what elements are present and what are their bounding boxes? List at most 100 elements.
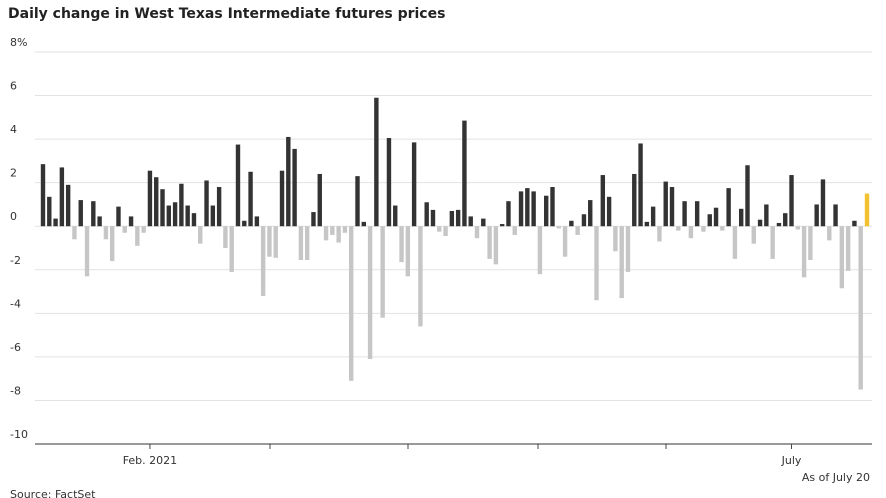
bar (109, 226, 115, 262)
bar (279, 170, 285, 227)
bar (286, 136, 291, 227)
y-tick-label: 0 (10, 210, 17, 223)
bar (59, 167, 65, 227)
bar (632, 173, 637, 227)
bar (493, 226, 499, 265)
bar (720, 226, 725, 231)
bar (349, 226, 354, 381)
bar (380, 226, 385, 318)
bar (216, 187, 222, 227)
bar (147, 170, 153, 227)
bar (770, 226, 775, 259)
bar (462, 120, 467, 227)
bar (682, 201, 687, 227)
bar (638, 143, 643, 227)
bar (386, 138, 392, 227)
bar (317, 173, 322, 227)
bar (751, 226, 756, 244)
bar (845, 226, 851, 271)
bar (657, 226, 662, 242)
y-tick-label: 2 (10, 167, 17, 180)
bar (575, 226, 580, 235)
bar (864, 193, 870, 227)
y-tick-label: -10 (10, 428, 28, 441)
bar (40, 164, 46, 227)
bar (437, 226, 442, 232)
bar (707, 214, 712, 227)
bar (814, 204, 819, 227)
bar (179, 183, 184, 227)
bar (336, 226, 341, 243)
bar (154, 177, 159, 227)
y-tick-label: 8% (10, 36, 27, 49)
bar (537, 226, 543, 275)
bar (166, 205, 172, 227)
bar (330, 226, 335, 235)
bar (411, 142, 417, 227)
y-tick-label: -4 (10, 297, 21, 310)
bar (128, 216, 134, 227)
bar (644, 221, 650, 227)
bar (65, 184, 71, 227)
bar (267, 226, 272, 257)
bar (600, 175, 606, 227)
bar (499, 224, 505, 227)
bar (141, 226, 146, 233)
bar (361, 221, 366, 227)
bar (701, 226, 706, 232)
x-tick-label: Feb. 2021 (123, 454, 177, 467)
bar (808, 226, 813, 260)
bar (688, 226, 694, 239)
bar (424, 202, 429, 227)
bar (833, 204, 838, 227)
bar (91, 201, 96, 227)
x-tick-label: July (781, 454, 802, 467)
bar (242, 220, 247, 227)
bar (531, 191, 536, 227)
bar (619, 226, 624, 299)
bar (745, 165, 750, 227)
bar (84, 226, 90, 277)
bar (757, 219, 763, 227)
bar (323, 226, 329, 241)
bar (625, 226, 631, 272)
bar (418, 226, 423, 327)
source: Source: FactSet (10, 488, 96, 498)
bar (732, 226, 738, 259)
bar (525, 188, 530, 227)
bar (474, 226, 480, 239)
y-tick-label: 4 (10, 123, 17, 136)
bar (594, 226, 599, 301)
bar (374, 97, 379, 227)
bar (229, 226, 234, 272)
bar (801, 226, 807, 278)
bar (97, 216, 102, 227)
bar (556, 226, 561, 229)
bar (198, 226, 203, 244)
bar (53, 218, 58, 227)
bar (72, 226, 77, 240)
bar (304, 226, 310, 260)
bar (393, 205, 398, 227)
y-tick-label: -8 (10, 384, 21, 397)
bar (694, 201, 700, 227)
bar (544, 195, 549, 227)
bar (663, 181, 668, 227)
bar (518, 191, 524, 227)
bar (210, 205, 216, 227)
y-tick-label: -6 (10, 341, 21, 354)
bar (103, 226, 109, 240)
bar (367, 226, 373, 360)
bar (676, 226, 681, 231)
bar (311, 212, 316, 227)
chart-title: Daily change in West Texas Intermediate … (8, 6, 445, 22)
bar (669, 187, 675, 227)
annotation: As of July 20 (802, 471, 870, 484)
bar (254, 216, 260, 227)
bar (172, 202, 178, 227)
bar (588, 200, 593, 227)
bar (160, 189, 165, 227)
bar (569, 220, 574, 227)
bar (135, 226, 140, 246)
bar (405, 226, 411, 277)
